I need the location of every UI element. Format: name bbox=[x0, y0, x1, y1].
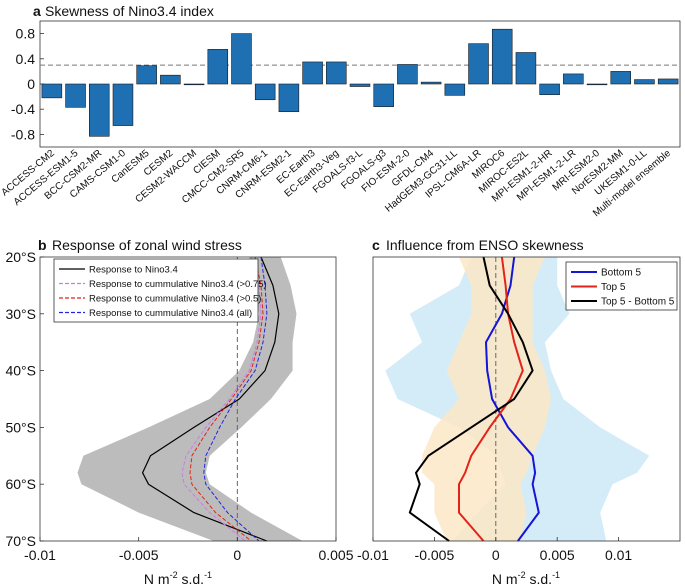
panel-b-legend-box bbox=[53, 258, 259, 323]
panel-c-title: Influence from ENSO skewness bbox=[386, 237, 584, 253]
bar-fgoals-g3 bbox=[373, 83, 394, 107]
panel-b-xtick-label: -0.01 bbox=[24, 547, 56, 563]
bar-mpi-esm1-2-hr bbox=[539, 83, 560, 96]
panel-c-line-top-5-bottom-5 bbox=[408, 256, 534, 542]
bar-cmcc-cm2-sr5 bbox=[231, 33, 252, 85]
panel-b-legend-label-response-to-cummulative-nino3-4-0-75: Response to cummulative Nino3.4 (>0.75) bbox=[89, 279, 267, 290]
panel-b-legend-label-response-to-cummulative-nino3-4-all: Response to cummulative Nino3.4 (all) bbox=[89, 308, 252, 319]
panel-b-line-response-to-cummulative-nino3-4-all bbox=[203, 256, 268, 542]
panel-b-xlabel: N m-2 s.d.-1 bbox=[144, 570, 212, 587]
bar-mri-esm2-0 bbox=[586, 83, 608, 86]
panel-c-legend: Bottom 5 Top 5 Top 5 - Bottom 5 bbox=[565, 261, 678, 311]
panel-b-ytick-label: 20°S bbox=[5, 249, 36, 265]
bar-cesm2-waccm bbox=[183, 83, 205, 86]
bar-cams-csm1-0 bbox=[112, 83, 134, 126]
bar-miroc-es2l bbox=[515, 52, 537, 85]
panel-c-xtick-label: -0.01 bbox=[357, 547, 389, 563]
panel-a-axes: -0.8 -0.4 0 0.4 0.8 bbox=[11, 20, 681, 148]
bar-ukesm1-0-ll bbox=[634, 79, 655, 85]
bar-canesm5 bbox=[136, 65, 157, 85]
bar-multi-model-ensemble bbox=[657, 78, 679, 85]
panel-c-xtick-label: 0.005 bbox=[540, 547, 575, 563]
panel-b-line-response-to-nino3-4 bbox=[142, 256, 280, 542]
panel-b-plot: -0.01 -0.005 0 0.005 20°S 30°S 40°S 50°S 60°S 70°… bbox=[5, 249, 353, 563]
panel-b-xtick-label: -0.005 bbox=[119, 547, 159, 563]
panel-b-legend-label-response-to-cummulative-nino3-4-0-5: Response to cummulative Nino3.4 (>0.5) bbox=[89, 294, 261, 305]
panel-b-line-response-to-cummulative-nino3-4-0-75 bbox=[181, 256, 262, 542]
panel-b-xtick-label: 0 bbox=[233, 547, 241, 563]
panel-b-ytick-label: 70°S bbox=[5, 533, 36, 549]
bar-cesm2 bbox=[160, 74, 181, 85]
panel-a-ytick-label: 0 bbox=[27, 76, 35, 92]
panel-b-ytick-label: 40°S bbox=[5, 363, 36, 379]
panel-c-legend-label-bottom-5: Bottom 5 bbox=[601, 268, 641, 279]
bar-ipsl-cm6a-lr bbox=[468, 43, 489, 85]
panel-c-xtick-label: 0.01 bbox=[605, 547, 632, 563]
bar-cnrm-cm6-1 bbox=[254, 83, 276, 101]
panel-b-letter: b bbox=[38, 237, 47, 253]
panel-b-shading-response-to-nino3-4-spread bbox=[77, 257, 303, 541]
bar-noresm2-mm bbox=[610, 71, 631, 85]
panel-c-shading-top-5-spread bbox=[422, 257, 552, 541]
panel-c-plot: -0.01 -0.005 0 0.005 0.01 bbox=[357, 256, 681, 563]
panel-b-legend-label-response-to-nino3-4: Response to Nino3.4 bbox=[89, 265, 178, 276]
panel-c-line-top-5 bbox=[458, 256, 524, 542]
panel-c-legend-label-top-5-bottom-5: Top 5 - Bottom 5 bbox=[601, 297, 675, 308]
bar-access-esm1-5 bbox=[65, 83, 86, 108]
panel-c-enso-skewness-chart: c Influence from ENSO skewness -0.01 -0.0… bbox=[357, 237, 681, 587]
panel-a-letter: a bbox=[33, 3, 41, 19]
panel-b-ytick-label: 50°S bbox=[5, 419, 36, 435]
panel-a-ytick-label: 0.4 bbox=[16, 51, 36, 67]
panel-c-frame bbox=[372, 256, 681, 542]
bar-cnrm-esm2-1 bbox=[278, 83, 300, 113]
panel-a-ytick-label: -0.4 bbox=[11, 101, 35, 117]
panel-b-frame bbox=[39, 256, 337, 542]
panel-a-title: Skewness of Nino3.4 index bbox=[45, 3, 214, 19]
panel-a-bars bbox=[41, 28, 679, 137]
bar-ciesm bbox=[207, 49, 229, 85]
bar-ec-earth3 bbox=[302, 61, 323, 85]
panel-b-legend: Response to Nino3.4 Response to cummulati… bbox=[53, 258, 267, 323]
bar-fio-esm-2-0 bbox=[397, 64, 418, 85]
panel-a-skewness-chart: a Skewness of Nino3.4 index -0.8 -0.4 0 0.4… bbox=[0, 3, 681, 220]
panel-a-category-labels: ACCESS-CM2ACCESS-ESM1-5BCC-CSM2-MRCAMS-C… bbox=[0, 148, 673, 220]
panel-a-ytick-label: -0.8 bbox=[11, 126, 35, 142]
panel-c-xtick-label: 0 bbox=[492, 547, 500, 563]
panel-b-title: Response of zonal wind stress bbox=[52, 237, 242, 253]
bar-miroc6 bbox=[491, 28, 513, 85]
panel-b-line-response-to-cummulative-nino3-4-0-5 bbox=[189, 256, 264, 542]
bar-mpi-esm1-2-lr bbox=[563, 73, 584, 85]
panel-b-ytick-label: 60°S bbox=[5, 476, 36, 492]
bar-gfdl-cm4 bbox=[420, 81, 442, 85]
panel-b-wind-stress-chart: b Response of zonal wind stress -0.01 -0.… bbox=[5, 237, 353, 587]
panel-c-xlabel: N m-2 s.d.-1 bbox=[492, 570, 560, 587]
panel-b-ytick-label: 30°S bbox=[5, 306, 36, 322]
panel-a-ytick-label: 0.8 bbox=[16, 26, 36, 42]
bar-hadgem3-gc31-ll bbox=[444, 83, 466, 96]
bar-access-cm2 bbox=[41, 83, 63, 99]
panel-c-xtick-label: -0.005 bbox=[415, 547, 455, 563]
panel-c-legend-label-top-5: Top 5 bbox=[601, 282, 626, 293]
bar-ec-earth3-veg bbox=[326, 61, 347, 85]
panel-c-letter: c bbox=[372, 237, 380, 253]
panel-b-xtick-label: 0.005 bbox=[318, 547, 353, 563]
bar-fgoals-f3-l bbox=[349, 83, 371, 87]
bar-bcc-csm2-mr bbox=[89, 83, 110, 137]
